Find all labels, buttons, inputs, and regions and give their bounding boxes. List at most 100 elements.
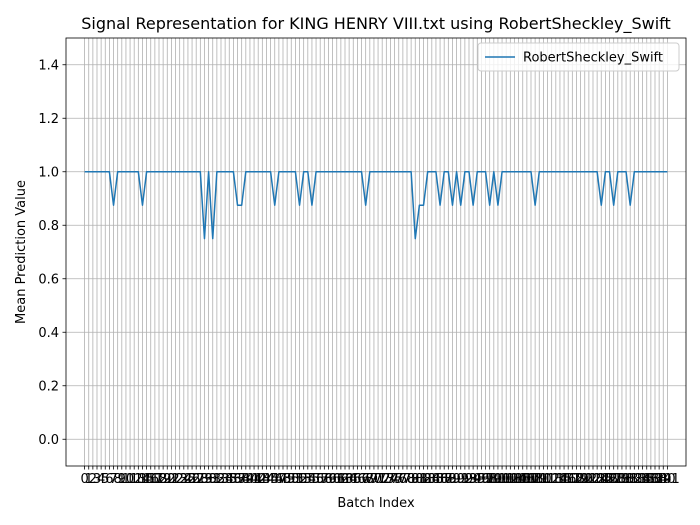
x-tick-label: 138 — [643, 472, 668, 487]
x-tick-label: 21 — [163, 472, 180, 487]
x-tick-label: 68 — [357, 472, 374, 487]
x-tick-label: 104 — [502, 472, 527, 487]
x-tick-label: 84 — [424, 472, 441, 487]
x-tick-label: 65 — [345, 472, 362, 487]
x-tick-label: 98 — [481, 472, 498, 487]
x-tick-label: 136 — [634, 472, 659, 487]
x-tick-label: 79 — [403, 472, 420, 487]
chart-title: Signal Representation for KING HENRY VII… — [81, 14, 671, 34]
x-tick-label: 120 — [568, 472, 593, 487]
x-tick-label: 90 — [448, 472, 465, 487]
x-tick-label: 36 — [225, 472, 242, 487]
x-tick-label: 64 — [341, 472, 358, 487]
x-tick-label: 119 — [564, 472, 589, 487]
x-tick-label: 8 — [114, 472, 122, 487]
x-tick-label: 33 — [213, 472, 230, 487]
x-tick-label: 24 — [176, 472, 193, 487]
x-tick-label: 123 — [581, 472, 606, 487]
y-tick-label: 0.6 — [38, 272, 59, 287]
x-tick-label: 51 — [287, 472, 304, 487]
x-tick-label: 34 — [217, 472, 234, 487]
x-tick-label: 129 — [605, 472, 630, 487]
x-tick-label: 107 — [514, 472, 539, 487]
x-tick-label: 30 — [200, 472, 217, 487]
x-tick-label: 31 — [204, 472, 221, 487]
x-tick-label: 116 — [552, 472, 577, 487]
x-tick-label: 117 — [556, 472, 581, 487]
x-tick-label: 22 — [167, 472, 184, 487]
x-tick-label: 126 — [593, 472, 618, 487]
x-tick-label: 13 — [130, 472, 147, 487]
x-tick-label: 87 — [436, 472, 453, 487]
x-tick-label: 6 — [105, 472, 113, 487]
x-tick-label: 127 — [597, 472, 622, 487]
y-tick-label: 0.2 — [38, 379, 59, 394]
y-tick-label: 0.8 — [38, 219, 59, 234]
y-tick-label: 1.0 — [38, 165, 59, 180]
x-tick-label: 81 — [411, 472, 428, 487]
x-tick-label: 139 — [647, 472, 672, 487]
x-tick-label: 115 — [548, 472, 573, 487]
legend: RobertSheckley_Swift — [477, 42, 680, 72]
x-tick-label: 4 — [97, 472, 105, 487]
x-tick-label: 28 — [192, 472, 209, 487]
x-ticks: 0123456789101112131415161718192021222324… — [80, 466, 680, 487]
x-tick-label: 86 — [432, 472, 449, 487]
x-tick-label: 39 — [238, 472, 255, 487]
x-tick-label: 105 — [506, 472, 531, 487]
x-tick-label: 141 — [655, 472, 680, 487]
x-tick-label: 47 — [271, 472, 288, 487]
x-tick-label: 125 — [589, 472, 614, 487]
x-tick-label: 32 — [209, 472, 226, 487]
x-tick-label: 112 — [535, 472, 560, 487]
x-tick-label: 137 — [638, 472, 663, 487]
x-tick-label: 2 — [89, 472, 97, 487]
x-tick-label: 82 — [415, 472, 432, 487]
x-tick-label: 73 — [378, 472, 395, 487]
x-tick-label: 62 — [333, 472, 350, 487]
x-tick-label: 95 — [469, 472, 486, 487]
x-tick-label: 7 — [109, 472, 117, 487]
x-tick-label: 45 — [262, 472, 279, 487]
x-tick-label: 59 — [320, 472, 337, 487]
x-tick-label: 12 — [126, 472, 143, 487]
x-tick-label: 58 — [316, 472, 333, 487]
x-tick-label: 67 — [353, 472, 370, 487]
x-tick-label: 106 — [510, 472, 535, 487]
x-tick-label: 108 — [519, 472, 544, 487]
x-tick-label: 16 — [142, 472, 159, 487]
x-tick-label: 1 — [85, 472, 93, 487]
x-tick-label: 124 — [585, 472, 610, 487]
x-tick-label: 53 — [295, 472, 312, 487]
x-tick-label: 135 — [630, 472, 655, 487]
x-tick-label: 48 — [275, 472, 292, 487]
x-tick-label: 96 — [473, 472, 490, 487]
x-tick-label: 76 — [390, 472, 407, 487]
x-tick-label: 14 — [134, 472, 151, 487]
x-tick-label: 130 — [610, 472, 635, 487]
x-tick-label: 10 — [118, 472, 135, 487]
x-tick-label: 111 — [531, 472, 556, 487]
x-tick-label: 55 — [304, 472, 321, 487]
x-tick-label: 70 — [366, 472, 383, 487]
x-tick-label: 38 — [233, 472, 250, 487]
x-tick-label: 118 — [560, 472, 585, 487]
x-tick-label: 133 — [622, 472, 647, 487]
x-tick-label: 85 — [428, 472, 445, 487]
x-tick-label: 128 — [601, 472, 626, 487]
x-tick-label: 109 — [523, 472, 548, 487]
x-tick-label: 11 — [122, 472, 139, 487]
y-tick-label: 1.2 — [38, 112, 59, 127]
x-tick-label: 54 — [300, 472, 317, 487]
x-tick-label: 69 — [362, 472, 379, 487]
x-tick-label: 91 — [452, 472, 469, 487]
x-tick-label: 140 — [651, 472, 676, 487]
y-axis-label: Mean Prediction Value — [14, 180, 29, 324]
x-tick-label: 99 — [486, 472, 503, 487]
x-tick-label: 56 — [308, 472, 325, 487]
x-tick-label: 29 — [196, 472, 213, 487]
plot-frame — [65, 37, 687, 467]
x-tick-label: 43 — [254, 472, 271, 487]
